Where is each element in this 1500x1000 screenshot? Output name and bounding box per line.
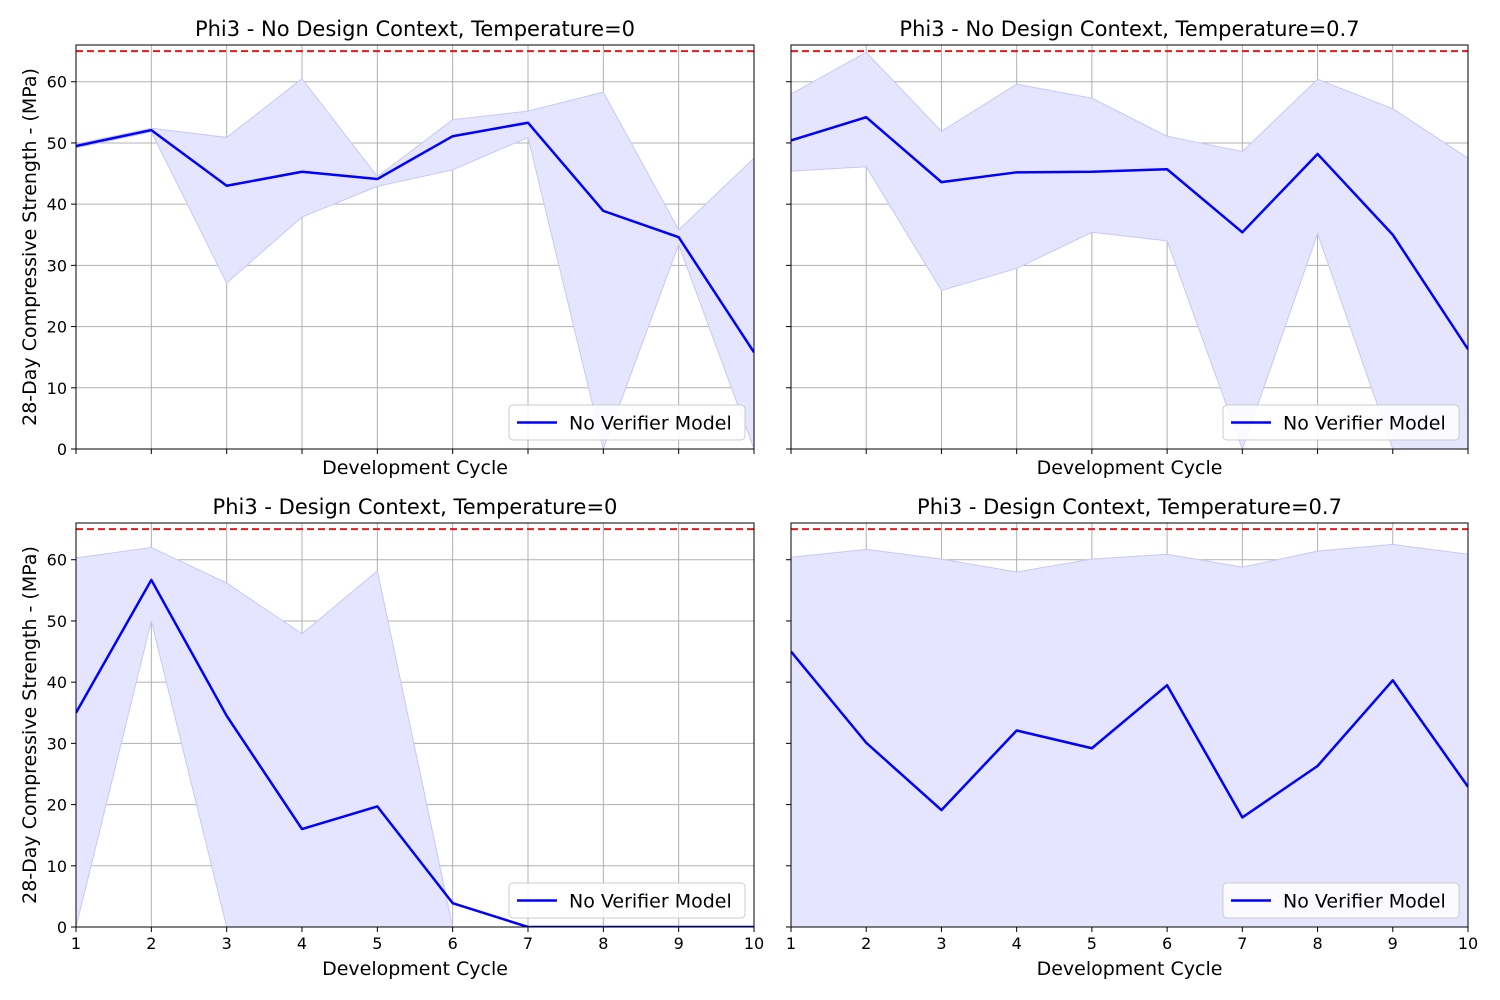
legend: No Verifier Model: [1222, 404, 1460, 441]
y-tick-label: 60: [47, 73, 67, 92]
x-axis-label: Development Cycle: [1037, 958, 1223, 980]
legend: No Verifier Model: [508, 404, 746, 441]
chart-title: Phi3 - No Design Context, Temperature=0: [195, 17, 635, 41]
x-tick-label: 2: [146, 934, 156, 953]
x-tick-label: 2: [861, 934, 871, 953]
series-line: [791, 115, 1468, 350]
x-tick-label: 7: [1237, 934, 1247, 953]
chart-title: Phi3 - Design Context, Temperature=0: [213, 495, 618, 519]
y-tick-label: 20: [47, 796, 67, 815]
axes-frame: [75, 522, 755, 928]
series-line: [76, 121, 754, 353]
series-band: [76, 546, 754, 927]
y-tick-label: 50: [47, 612, 67, 631]
axes-frame: [790, 44, 1469, 450]
chart-panel-4: 1 2 3 4 5 6 7 8 9 10 Phi3 - Design Context, Temper…: [786, 495, 1478, 980]
x-tick-label: 7: [523, 934, 533, 953]
x-tick-label: 8: [1312, 934, 1322, 953]
series-band: [76, 77, 754, 449]
x-axis-label: Development Cycle: [322, 457, 508, 479]
y-tick-label: 20: [47, 318, 67, 337]
legend-box: [508, 404, 746, 441]
series-line: [76, 578, 754, 927]
x-tick-label: 5: [1087, 934, 1097, 953]
x-tick-label: 8: [598, 934, 608, 953]
x-tick-label: 9: [674, 934, 684, 953]
x-tick-label: 1: [71, 934, 81, 953]
y-tick-label: 0: [57, 440, 67, 459]
x-tick-label: 3: [936, 934, 946, 953]
legend: No Verifier Model: [508, 882, 746, 919]
legend-box: [1222, 882, 1460, 919]
x-tick-label: 5: [372, 934, 382, 953]
x-tick-label: 10: [744, 934, 764, 953]
legend-label: No Verifier Model: [1283, 413, 1446, 435]
chart-panel-1: 0 10 20 30 40 50 60 Phi3 - No Design Context, T…: [19, 17, 755, 479]
y-axis-label: 28-Day Compressive Strength - (MPa): [19, 68, 41, 426]
legend-label: No Verifier Model: [569, 891, 732, 913]
axes-frame: [790, 522, 1469, 928]
y-tick-label: 30: [47, 256, 67, 275]
legend-box: [508, 882, 746, 919]
chart-panel-2: Phi3 - No Design Context, Temperature=0.…: [786, 17, 1469, 479]
chart-panel-3: 1 2 3 4 5 6 7 8 9 10 0 10 20 30 40 50 60 Phi3 - Design Co…: [19, 495, 764, 980]
legend-label: No Verifier Model: [1283, 891, 1446, 913]
x-tick-label: 3: [222, 934, 232, 953]
legend-label: No Verifier Model: [569, 413, 732, 435]
x-tick-label: 4: [297, 934, 307, 953]
legend-box: [1222, 404, 1460, 441]
axes-frame: [75, 44, 755, 450]
x-tick-label: 4: [1012, 934, 1022, 953]
y-tick-label: 10: [47, 379, 67, 398]
y-tick-label: 40: [47, 673, 67, 692]
series-band: [791, 543, 1468, 927]
series-line: [791, 650, 1468, 819]
x-tick-label: 6: [1162, 934, 1172, 953]
x-tick-label: 1: [786, 934, 796, 953]
x-axis-label: Development Cycle: [322, 958, 508, 980]
chart-title: Phi3 - No Design Context, Temperature=0.…: [899, 17, 1359, 41]
x-tick-label: 6: [448, 934, 458, 953]
x-tick-label: 9: [1388, 934, 1398, 953]
y-tick-label: 60: [47, 551, 67, 570]
series-band: [791, 51, 1468, 449]
y-tick-label: 0: [57, 918, 67, 937]
legend: No Verifier Model: [1222, 882, 1460, 919]
x-tick-label: 10: [1458, 934, 1478, 953]
y-tick-label: 40: [47, 195, 67, 214]
y-tick-label: 50: [47, 134, 67, 153]
y-tick-label: 10: [47, 857, 67, 876]
x-axis-label: Development Cycle: [1037, 457, 1223, 479]
y-axis-label: 28-Day Compressive Strength - (MPa): [19, 546, 41, 904]
y-tick-label: 30: [47, 734, 67, 753]
chart-title: Phi3 - Design Context, Temperature=0.7: [917, 495, 1342, 519]
